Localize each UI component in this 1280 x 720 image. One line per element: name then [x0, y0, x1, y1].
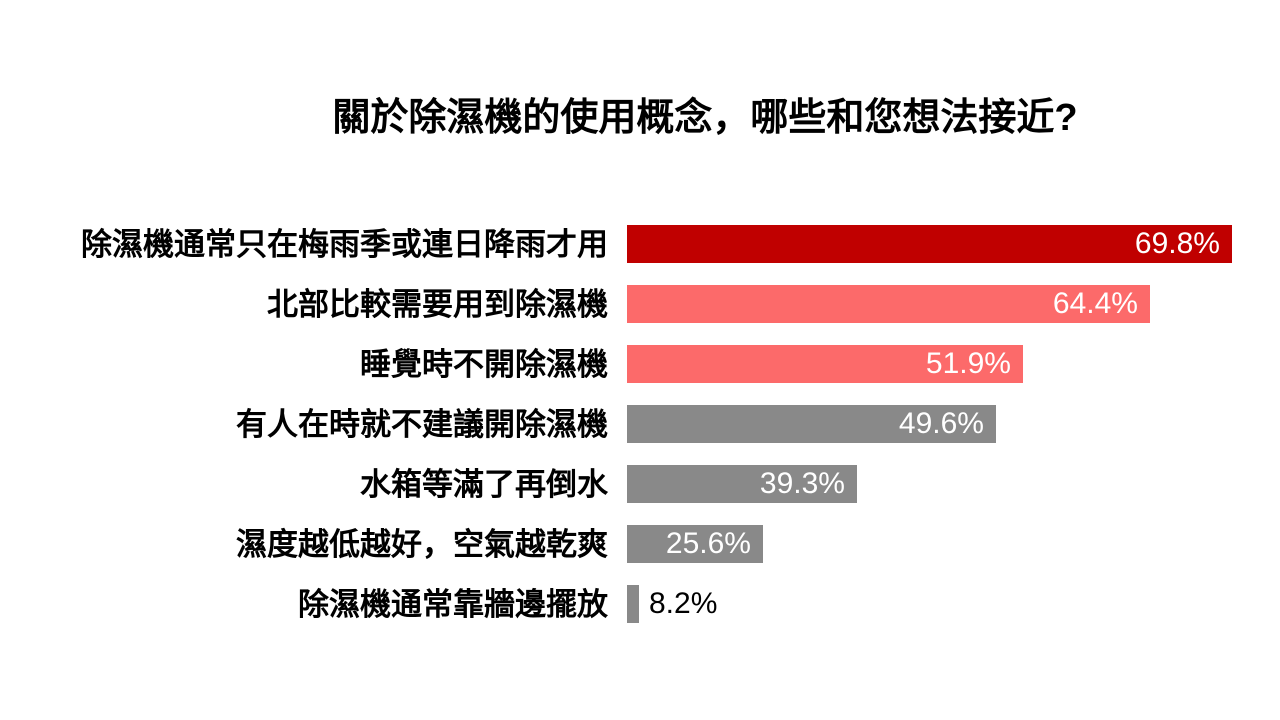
value-label: 64.4%: [1052, 287, 1138, 320]
chart-row: 睡覺時不開除濕機 51.9%: [0, 334, 1280, 394]
bar-wrap: 51.9%: [627, 345, 1023, 383]
category-label: 水箱等滿了再倒水: [360, 466, 608, 502]
bar: 64.4%: [627, 285, 1150, 323]
chart-row: 有人在時就不建議開除濕機 49.6%: [0, 394, 1280, 454]
value-label: 25.6%: [665, 527, 751, 560]
category-label: 濕度越低越好，空氣越乾爽: [236, 526, 608, 562]
bar-wrap: 64.4%: [627, 285, 1150, 323]
bar-wrap: 25.6%: [627, 525, 763, 563]
bar-chart: 除濕機通常只在梅雨季或連日降雨才用 69.8% 北部比較需要用到除濕機 64.4% 睡覺…: [0, 214, 1280, 634]
chart-row: 濕度越低越好，空氣越乾爽 25.6%: [0, 514, 1280, 574]
bar: [627, 585, 639, 623]
chart-row: 除濕機通常只在梅雨季或連日降雨才用 69.8%: [0, 214, 1280, 274]
value-label: 69.8%: [1134, 227, 1220, 260]
bar-wrap: 39.3%: [627, 465, 857, 503]
category-label: 有人在時就不建議開除濕機: [236, 406, 608, 442]
bar-wrap: 8.2%: [627, 585, 717, 623]
bar: 49.6%: [627, 405, 996, 443]
category-label: 除濕機通常靠牆邊擺放: [298, 586, 608, 622]
chart-row: 除濕機通常靠牆邊擺放 8.2%: [0, 574, 1280, 634]
value-label: 39.3%: [759, 467, 845, 500]
bar: 39.3%: [627, 465, 857, 503]
bar-wrap: 49.6%: [627, 405, 996, 443]
bar: 69.8%: [627, 225, 1232, 263]
value-label: 49.6%: [898, 407, 984, 440]
bar: 25.6%: [627, 525, 763, 563]
chart-title: 關於除濕機的使用概念，哪些和您想法接近?: [332, 97, 1078, 139]
bar: 51.9%: [627, 345, 1023, 383]
category-label: 除濕機通常只在梅雨季或連日降雨才用: [81, 226, 608, 262]
value-label: 51.9%: [925, 347, 1011, 380]
bar-wrap: 69.8%: [627, 225, 1232, 263]
value-label: 8.2%: [649, 587, 718, 620]
category-label: 北部比較需要用到除濕機: [267, 286, 608, 322]
chart-row: 北部比較需要用到除濕機 64.4%: [0, 274, 1280, 334]
category-label: 睡覺時不開除濕機: [360, 346, 608, 382]
chart-row: 水箱等滿了再倒水 39.3%: [0, 454, 1280, 514]
